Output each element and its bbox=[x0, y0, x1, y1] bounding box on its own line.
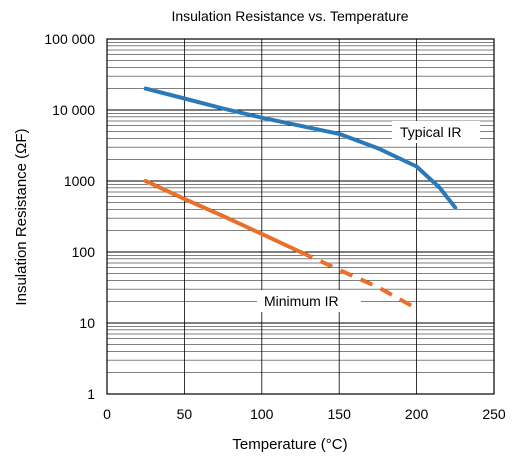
y-tick-label: 100 000 bbox=[44, 31, 95, 47]
y-tick-label: 1 bbox=[87, 386, 95, 402]
y-tick-label: 1000 bbox=[64, 173, 95, 189]
typical-ir-line bbox=[146, 89, 456, 208]
x-tick-label: 100 bbox=[250, 406, 274, 422]
y-tick-label: 10 000 bbox=[52, 102, 95, 118]
minimum-ir-line-solid bbox=[146, 181, 301, 252]
x-tick-label: 150 bbox=[328, 406, 352, 422]
y-tick-label: 100 bbox=[72, 244, 96, 260]
x-tick-label: 250 bbox=[482, 406, 506, 422]
x-tick-label: 0 bbox=[103, 406, 111, 422]
x-axis-ticks: 0 50 100 150 200 250 bbox=[103, 406, 506, 422]
y-tick-label: 10 bbox=[79, 315, 95, 331]
x-tick-label: 200 bbox=[405, 406, 429, 422]
typical-ir-label: Typical IR bbox=[400, 124, 461, 140]
y-axis-label: Insulation Resistance (ΩF) bbox=[13, 128, 30, 305]
x-axis-label: Temperature (°C) bbox=[232, 436, 347, 453]
minimum-ir-label: Minimum IR bbox=[264, 293, 339, 309]
x-tick-label: 50 bbox=[177, 406, 193, 422]
chart-title: Insulation Resistance vs. Temperature bbox=[171, 8, 408, 24]
y-axis-ticks: 1 10 100 1000 10 000 100 000 bbox=[44, 31, 95, 402]
